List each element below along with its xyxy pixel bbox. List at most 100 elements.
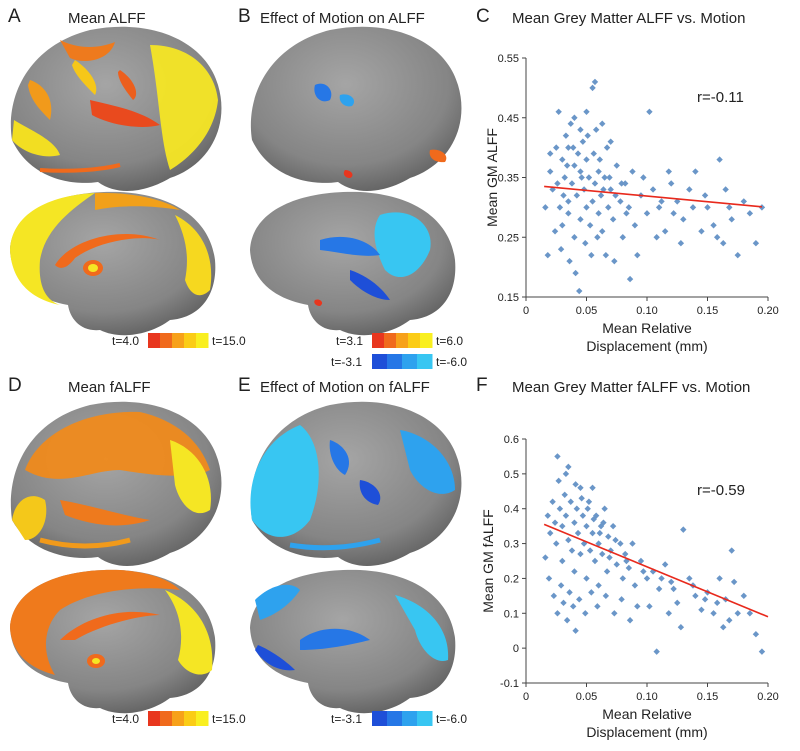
colorbar-b-pos-swatch (396, 333, 409, 348)
chart-c-data-point (668, 180, 675, 187)
colorbar-e-neg-swatch (402, 711, 418, 726)
chart-f-data-point (563, 617, 571, 624)
chart-c-data-point (599, 228, 606, 235)
chart-f-data-point (565, 463, 572, 471)
chart-f-data-point (600, 519, 607, 526)
chart-f-data-point (758, 648, 766, 655)
chart-f-data-point (740, 592, 747, 600)
chart-c-data-point (565, 144, 572, 151)
chart-c-data-point (578, 174, 585, 181)
chart-c-data-point (655, 204, 663, 211)
chart-c-data-point (579, 138, 587, 145)
chart-f-data-point (728, 547, 735, 554)
chart-c-data-point (605, 204, 612, 211)
chart-c-data-point (603, 144, 611, 151)
scatter-plot-f: -0.1 0 0.1 0.2 0.3 0.4 0.5 0.6 0 0.05 0.10 0.15 0.20… (480, 434, 779, 740)
chart-c-data-point (600, 186, 607, 193)
chart-c-x-axis-label-line2: Displacement (mm) (586, 338, 707, 354)
chart-c-data-point (720, 240, 727, 247)
colorbar-a: t=4.0 t=15.0 (112, 333, 246, 348)
brain-lateral-e (250, 401, 462, 566)
chart-c-data-point (597, 192, 605, 199)
chart-c-data-point (588, 251, 595, 259)
chart-c-data-point (653, 234, 660, 241)
chart-c-data-point (566, 257, 573, 265)
chart-f-data-point (577, 484, 584, 491)
colorbar-b-neg-max: t=-6.0 (436, 355, 467, 369)
chart-c-x-tick-label: 0.20 (757, 305, 778, 317)
chart-f-data-point (553, 540, 560, 547)
chart-f-y-tick-label: 0 (513, 643, 519, 655)
chart-f-data-point (595, 582, 602, 589)
chart-c-data-point (557, 246, 565, 253)
chart-c-data-point (689, 204, 697, 211)
chart-f-data-point (698, 606, 705, 613)
chart-c-data-point (574, 150, 582, 157)
chart-f-x-tick-label: 0.05 (576, 691, 597, 703)
panel-title-d: Mean fALFF (68, 379, 151, 396)
chart-f-data-point (586, 547, 594, 554)
colorbar-d-swatch (148, 711, 161, 726)
chart-c-data-point (692, 168, 699, 175)
chart-f-data-point (560, 599, 567, 607)
chart-title-c: Mean Grey Matter ALFF vs. Motion (512, 10, 746, 27)
colorbar-b-pos-min: t=3.1 (336, 334, 363, 348)
chart-c-data-point (547, 168, 554, 175)
chart-c-data-point (726, 204, 733, 211)
chart-c-data-point (646, 108, 653, 115)
chart-c-data-point (568, 180, 576, 187)
chart-c-data-point (542, 204, 549, 211)
colorbar-b-positive: t=3.1 t=6.0 (336, 333, 463, 348)
chart-c-data-point (551, 228, 559, 235)
colorbar-d-max: t=15.0 (212, 712, 246, 726)
chart-c-data-point (582, 240, 589, 247)
chart-c-data-point (649, 186, 657, 193)
chart-c-x-axis-label-line1: Mean Relative (602, 320, 692, 336)
colorbar-a-swatch (160, 333, 173, 348)
colorbar-b-negative: t=-3.1 t=-6.0 (331, 354, 467, 369)
chart-f-data-point (713, 599, 721, 607)
chart-f-data-point (618, 596, 625, 603)
chart-f-data-point (569, 603, 577, 610)
chart-f-data-point (561, 491, 568, 498)
chart-c-data-point (746, 210, 754, 217)
chart-f-data-point (571, 519, 578, 526)
chart-f-data-point (572, 627, 579, 634)
chart-f-data-point (730, 578, 738, 586)
chart-c-data-point (569, 144, 577, 151)
chart-c-data-point (752, 240, 760, 247)
colorbar-e-neg-swatch (417, 711, 433, 726)
chart-c-data-point (583, 204, 590, 211)
chart-f-data-point (629, 540, 636, 547)
chart-c-data-point (565, 198, 572, 205)
chart-c-data-point (607, 138, 614, 145)
chart-f-data-point (640, 568, 647, 575)
chart-c-data-point (609, 216, 617, 223)
brain-medial-b (250, 191, 456, 336)
chart-f-data-point (583, 522, 590, 530)
chart-f-data-point (605, 533, 612, 540)
chart-f-data-point (680, 526, 687, 533)
chart-f-y-tick-label: 0.5 (504, 469, 519, 481)
chart-f-data-point (545, 575, 553, 582)
chart-title-f: Mean Grey Matter fALFF vs. Motion (512, 379, 751, 396)
colorbar-a-swatch (172, 333, 185, 348)
colorbar-b-pos-swatch (384, 333, 397, 348)
chart-c-data-point (716, 156, 723, 163)
chart-c-data-point (622, 180, 629, 187)
chart-c-data-point (643, 210, 651, 217)
chart-f-data-point (567, 498, 574, 505)
chart-f-data-point (550, 592, 558, 600)
chart-f-data-point (556, 505, 564, 512)
chart-f-y-tick-label: 0.3 (504, 539, 519, 551)
chart-f-data-point (677, 624, 685, 631)
chart-c-data-point (661, 228, 669, 235)
chart-c-data-point (640, 174, 647, 181)
chart-c-data-point (602, 251, 610, 259)
chart-f-data-point (571, 568, 578, 575)
chart-c-data-point (618, 180, 625, 187)
colorbar-d-min: t=4.0 (112, 712, 139, 726)
panel-letter-e: E (238, 375, 251, 396)
chart-f-fit-line (543, 523, 769, 618)
chart-c-data-point (629, 168, 636, 175)
